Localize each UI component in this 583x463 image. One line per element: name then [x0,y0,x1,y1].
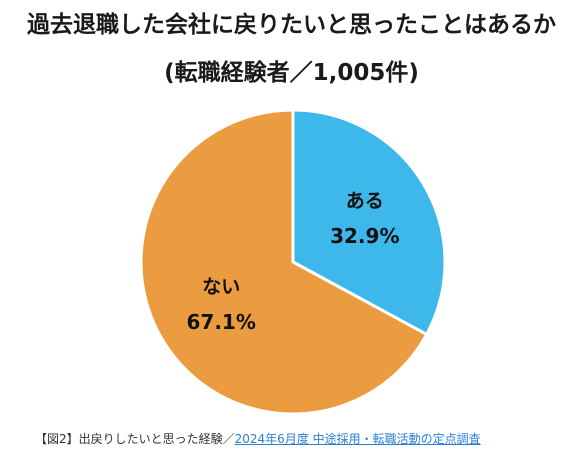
figure-caption: 【図2】出戻りしたいと思った経験／2024年6月度 中途採用・転職活動の定点調査 [35,430,481,448]
caption-prefix: 【図2】出戻りしたいと思った経験／ [35,432,235,446]
slice-value-1: 32.9% [330,224,399,248]
slice-value-2: 67.1% [187,310,256,334]
pie-chart: ある 32.9% ない 67.1% [139,108,447,416]
pie-slice-2 [139,108,429,416]
chart-subtitle: (転職経験者／1,005件) [164,60,419,86]
chart-title: 過去退職した会社に戻りたいと思ったことはあるか [27,12,556,38]
survey-link[interactable]: 2024年6月度 中途採用・転職活動の定点調査 [234,432,481,446]
slice-label-2: ない [202,276,240,298]
pie-slice-1 [291,108,447,336]
slice-label-1: ある [346,190,384,212]
